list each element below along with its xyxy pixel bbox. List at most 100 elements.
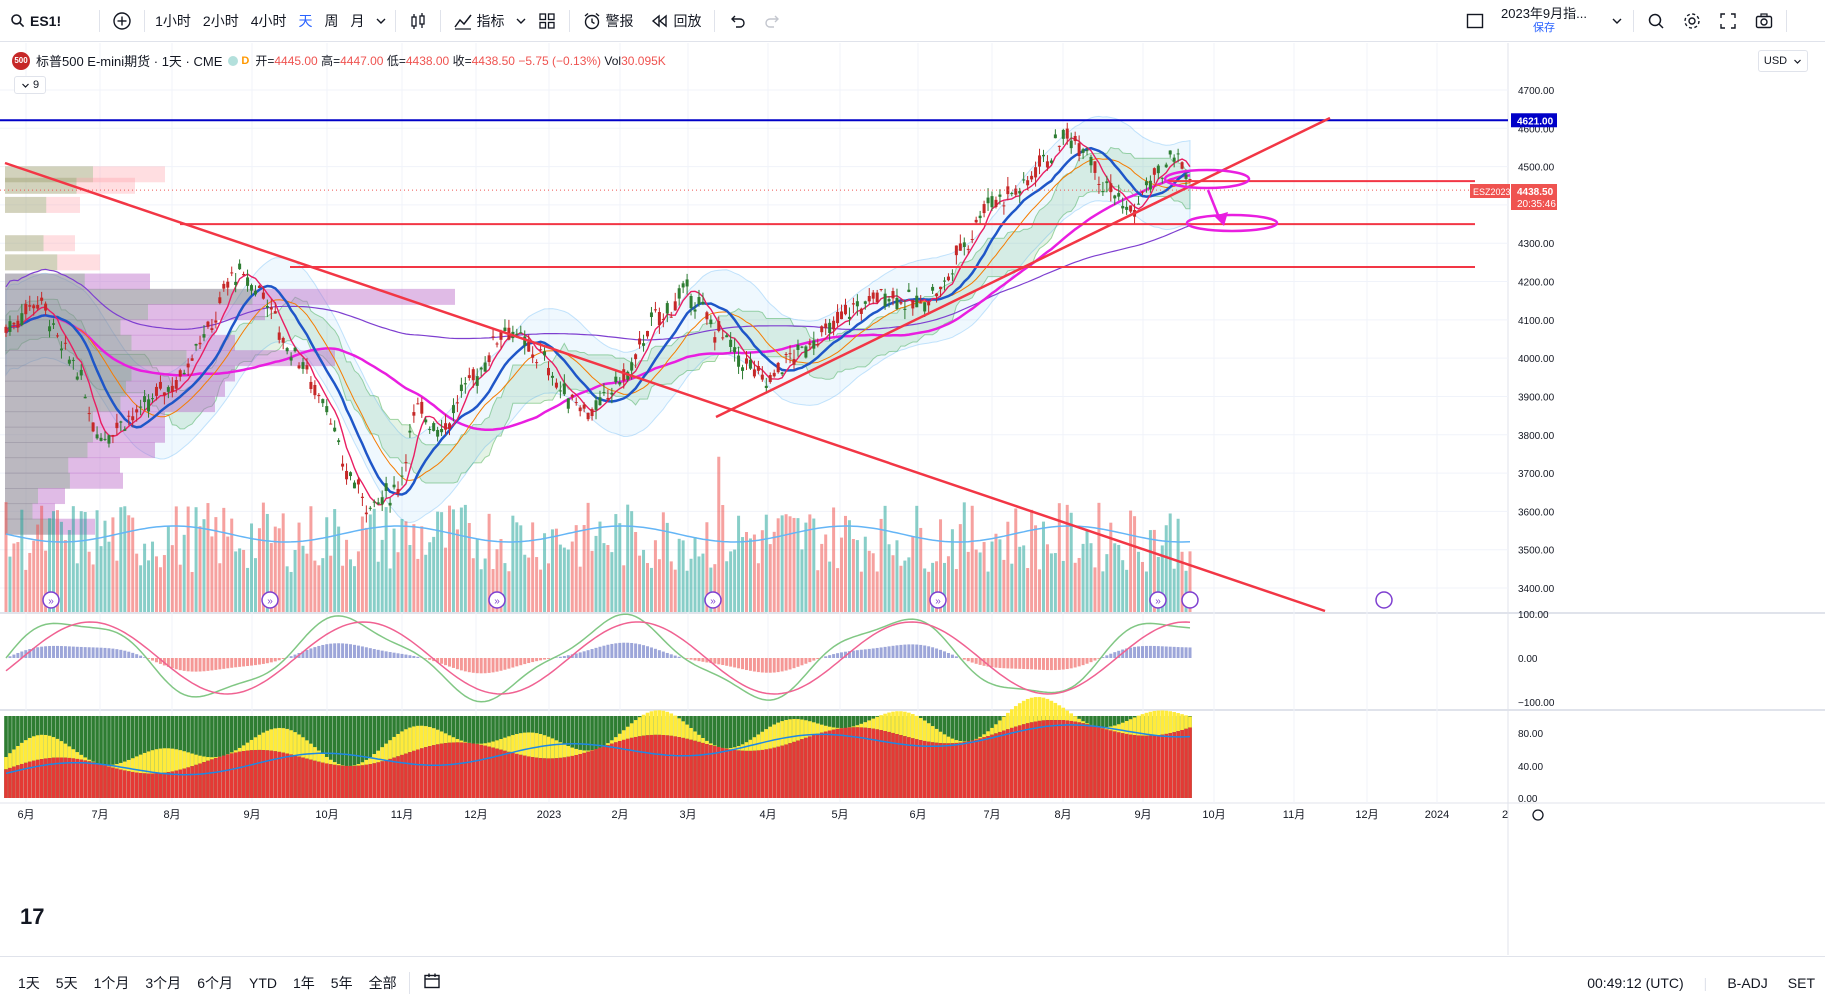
macd-histogram-bar — [748, 658, 752, 671]
osc-bar-yellow — [455, 738, 460, 743]
macd-histogram-bar — [28, 649, 32, 658]
candle-body — [602, 392, 606, 394]
interval-1h[interactable]: 1小时 — [155, 12, 191, 29]
utc-clock[interactable]: 00:49:12 (UTC) — [1587, 975, 1684, 991]
candle-body — [610, 392, 614, 395]
volume-bar — [321, 558, 325, 612]
price-tick-label: 4200.00 — [1518, 278, 1555, 289]
symbol-search[interactable]: ES1! — [0, 0, 69, 42]
macd-histogram-bar — [891, 645, 895, 658]
interval-month[interactable]: 月 — [350, 12, 365, 29]
volume-bar — [87, 551, 91, 612]
range-1y[interactable]: 1年 — [292, 974, 315, 991]
osc-bar-red — [182, 768, 186, 798]
interval-4h[interactable]: 4小时 — [250, 12, 287, 29]
candle-body — [404, 462, 408, 464]
volume-bar — [135, 553, 139, 612]
alert-button[interactable]: 警报 — [574, 0, 642, 42]
osc-bar-red — [681, 737, 685, 798]
price-chart-canvas[interactable]: »»»»»» 4700.004600.004500.004400.004300.… — [0, 43, 1825, 955]
back-adjust-toggle[interactable]: B-ADJ — [1727, 975, 1768, 991]
layout-select[interactable]: 2023年9月指... 保存 — [1459, 0, 1629, 42]
symbol-title[interactable]: 标普500 E-mini期货 · 1天 · CME — [36, 54, 223, 69]
volume-bar — [539, 569, 543, 612]
macd-histogram-bar — [879, 647, 883, 658]
publish-button[interactable] — [1791, 0, 1825, 42]
osc-bar-yellow — [895, 711, 899, 735]
osc-bar-red — [677, 737, 681, 798]
redo-button[interactable] — [755, 0, 791, 42]
chart-type-button[interactable] — [400, 0, 436, 42]
macd-histogram-bar — [741, 658, 745, 670]
quick-search-button[interactable] — [1638, 0, 1674, 42]
range-1m[interactable]: 1个月 — [93, 974, 130, 991]
candle-body — [1014, 188, 1018, 195]
candle-body — [317, 394, 321, 397]
goto-date-button[interactable] — [414, 971, 450, 994]
currency-select[interactable]: USD — [1758, 50, 1808, 72]
volume-bar — [174, 506, 178, 612]
range-5y[interactable]: 5年 — [330, 974, 353, 991]
chart-area[interactable]: »»»»»» 4700.004600.004500.004400.004300.… — [0, 43, 1825, 955]
indicators-dropdown[interactable] — [513, 0, 529, 42]
candle-body — [721, 337, 725, 339]
candle-body — [982, 204, 986, 214]
interval-day[interactable]: 天 — [298, 12, 313, 29]
osc-bar-red — [1105, 729, 1109, 798]
osc-bar-yellow — [91, 761, 95, 763]
macd-histogram-bar — [261, 658, 265, 664]
replay-button[interactable]: 回放 — [642, 0, 710, 42]
tradingview-logo[interactable]: 17 — [20, 904, 45, 929]
range-all[interactable]: 全部 — [368, 974, 397, 991]
range-ytd[interactable]: YTD — [248, 974, 277, 991]
volume-bar — [535, 557, 539, 612]
osc-bar-red — [83, 760, 87, 798]
layout-save-status: 保存 — [1533, 22, 1555, 34]
indicators-button[interactable]: 指标 — [445, 0, 513, 42]
range-5d[interactable]: 5天 — [55, 974, 78, 991]
market-status[interactable]: D — [228, 55, 249, 67]
osc-bar-red — [1010, 727, 1014, 798]
osc-bar-red — [926, 741, 931, 798]
osc-bar-green — [87, 716, 91, 798]
osc-bar-yellow — [1021, 700, 1026, 725]
templates-button[interactable] — [529, 0, 565, 42]
osc-bar-yellow — [914, 715, 919, 740]
volume-bar — [1140, 561, 1144, 612]
osc-bar-red — [126, 771, 131, 798]
undo-button[interactable] — [719, 0, 755, 42]
time-tick-label: 12月 — [1355, 809, 1378, 821]
macd-histogram-bar — [309, 648, 313, 658]
legend-collapse-button[interactable]: 9 — [14, 76, 46, 94]
range-6m[interactable]: 6个月 — [197, 974, 233, 991]
layout-name: 2023年9月指... 保存 — [1495, 7, 1593, 35]
interval-dropdown[interactable] — [371, 0, 391, 42]
compare-button[interactable] — [104, 0, 140, 42]
volume-bar — [309, 506, 313, 612]
macd-histogram-bar — [1010, 658, 1014, 669]
range-3m[interactable]: 3个月 — [145, 974, 182, 991]
session-toggle[interactable]: SET — [1787, 975, 1815, 991]
macd-histogram-bar — [582, 651, 586, 658]
osc-bar-yellow — [1128, 719, 1133, 735]
candle-body — [547, 367, 551, 376]
volume-bar — [622, 565, 626, 612]
resistance-price-label: 4621.00 — [1517, 116, 1554, 127]
price-tick-label: 4700.00 — [1518, 86, 1555, 97]
snapshot-button[interactable] — [1746, 0, 1782, 42]
osc-bar-green — [328, 716, 333, 798]
interval-2h[interactable]: 2小时 — [202, 12, 239, 29]
volume-bar — [836, 568, 840, 612]
candle-body — [974, 219, 978, 223]
candle-body — [693, 309, 697, 312]
chevron-down-icon — [1612, 18, 1622, 24]
osc-bar-yellow — [907, 712, 911, 738]
settings-button[interactable] — [1674, 0, 1710, 42]
range-1d[interactable]: 1天 — [18, 974, 40, 991]
candle-body — [1156, 165, 1160, 174]
volume-bar — [32, 540, 36, 612]
osc-bar-yellow — [665, 711, 670, 736]
interval-week[interactable]: 周 — [324, 12, 339, 29]
volume-bar — [313, 560, 317, 612]
fullscreen-button[interactable] — [1710, 0, 1746, 42]
